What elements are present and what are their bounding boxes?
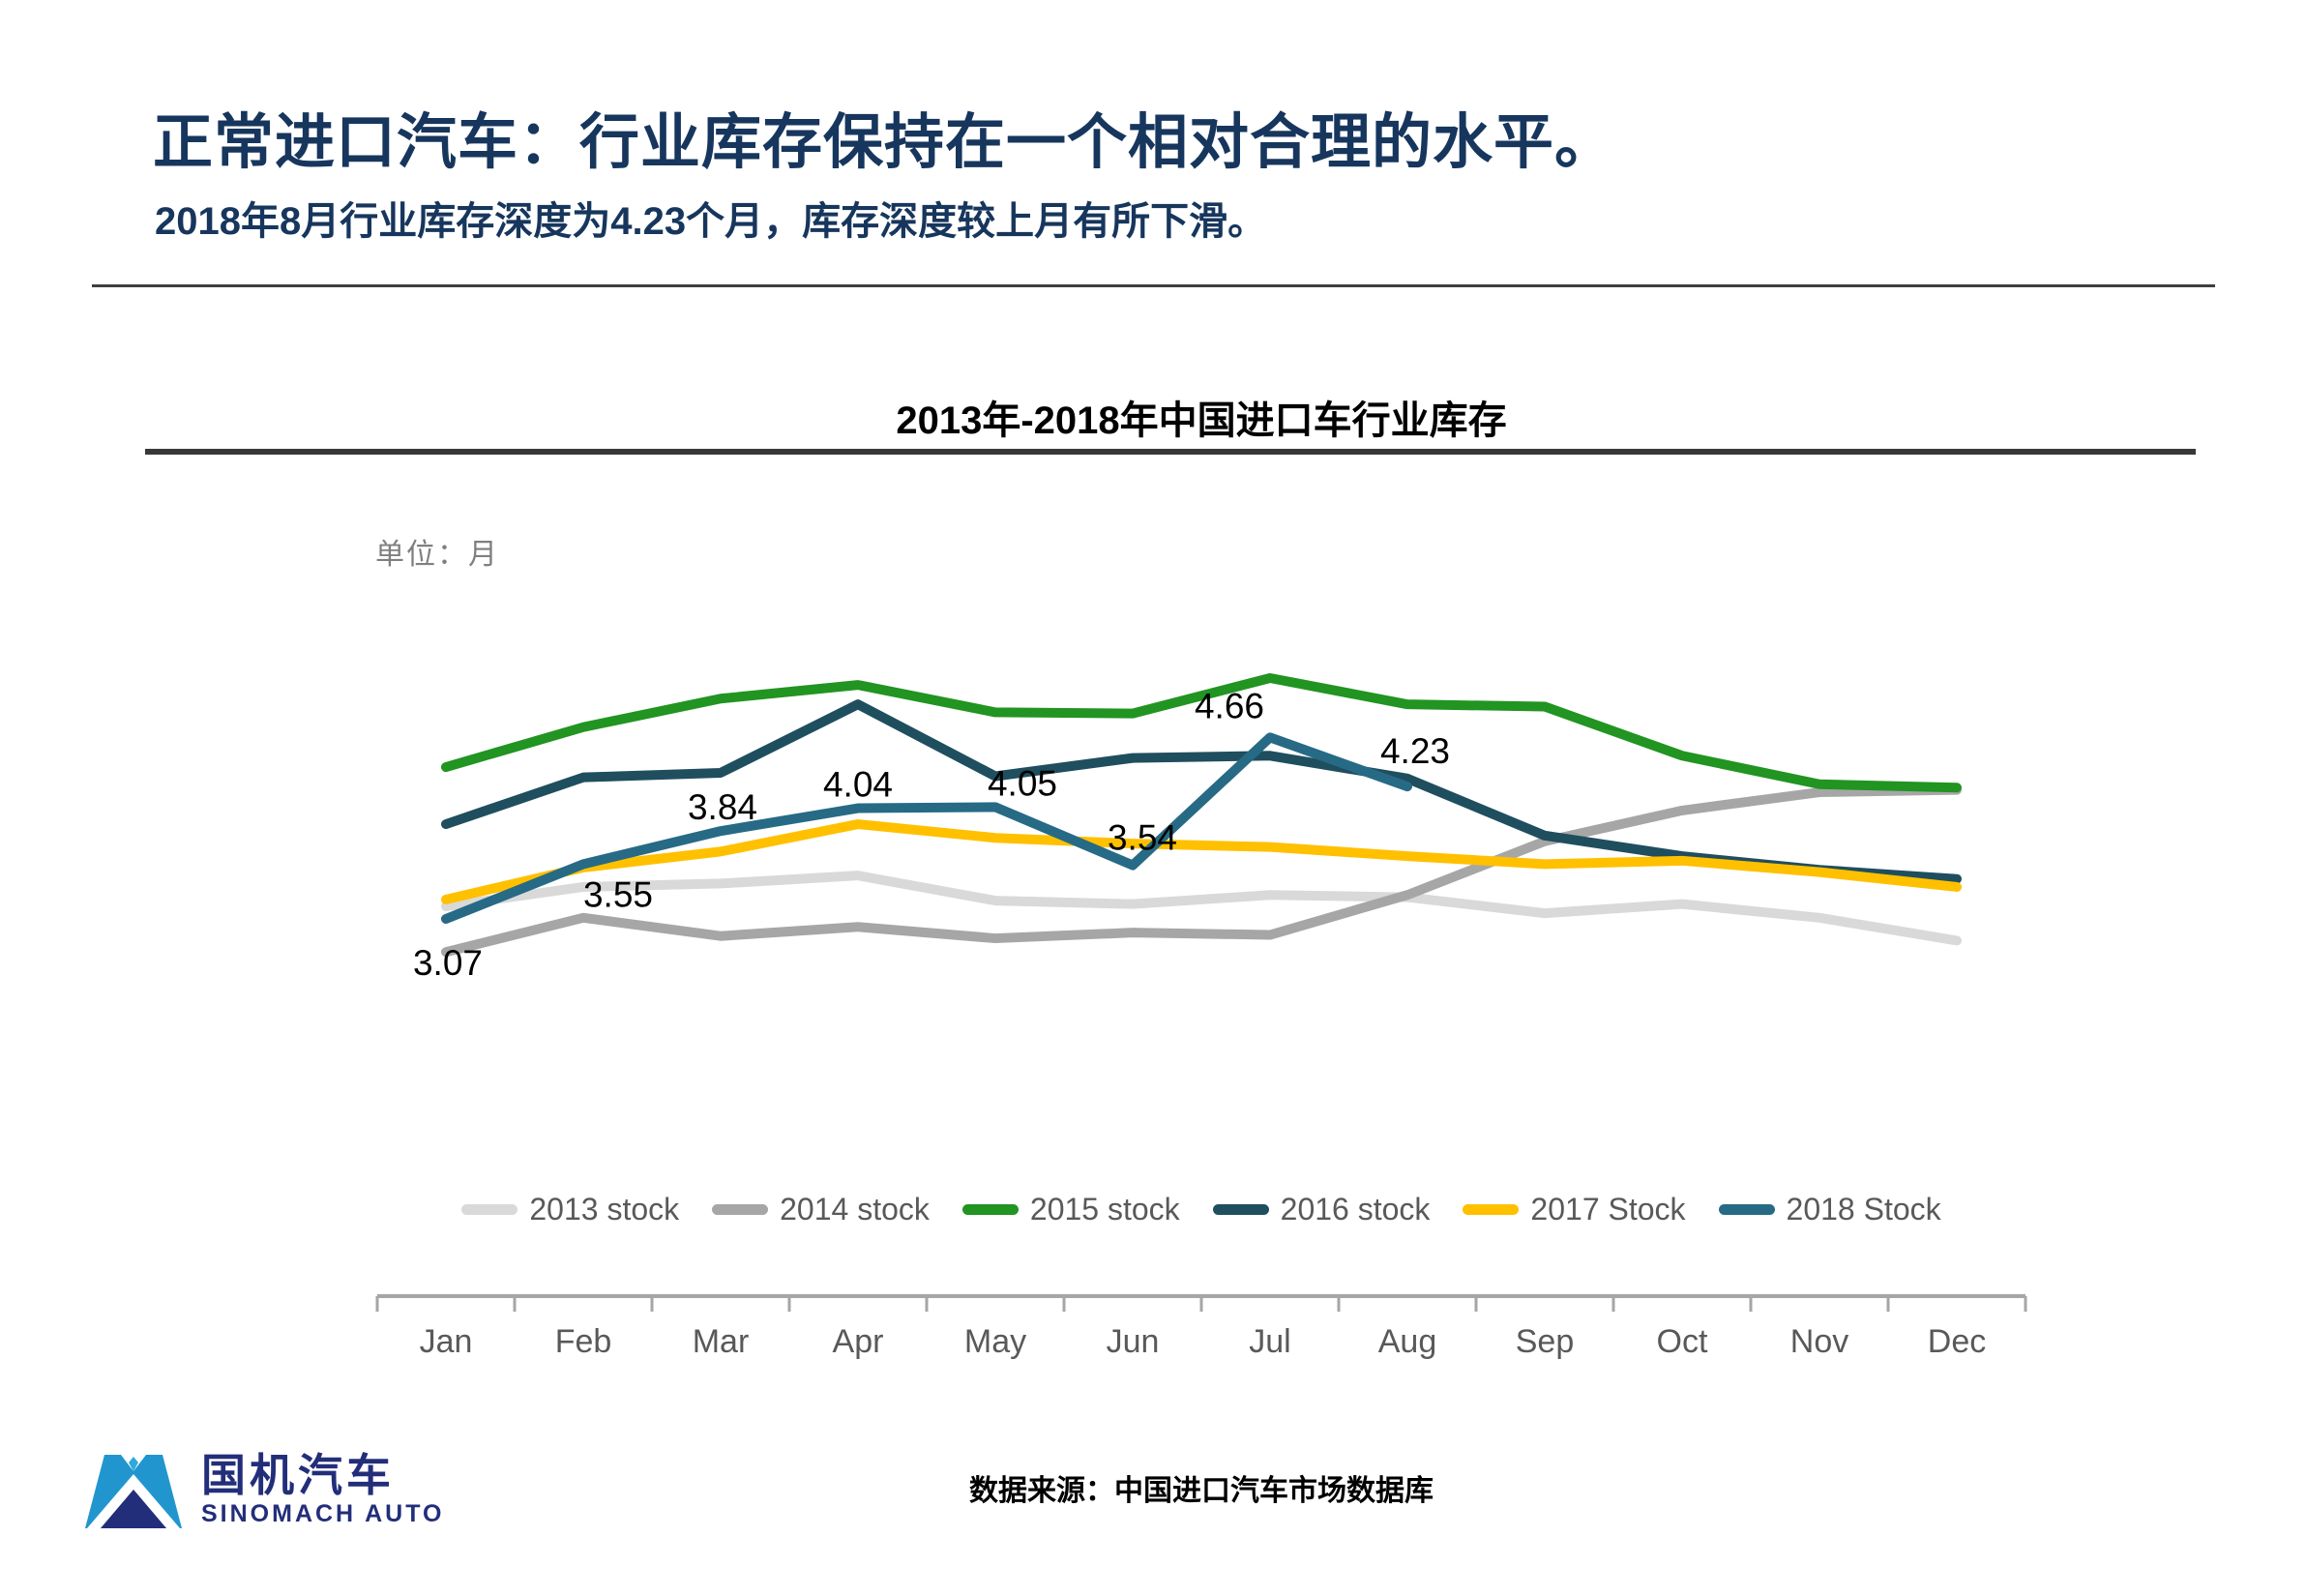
series-line-2014-stock: [441, 784, 1962, 958]
chart-title-underline: [145, 449, 2196, 455]
header-divider: [92, 284, 2215, 287]
chart-title: 2013年-2018年中国进口车行业库存: [896, 399, 1507, 442]
legend-item-2016-stock: 2016 stock: [1212, 1192, 1431, 1227]
legend-label: 2017 Stock: [1530, 1192, 1686, 1227]
series-line-2013-stock: [441, 871, 1962, 946]
legend-label: 2016 stock: [1280, 1192, 1431, 1227]
page-title: 正常进口汽车：行业库存保持在一个相对合理的水平。: [153, 109, 1616, 176]
legend-label: 2013 stock: [529, 1192, 680, 1227]
data-source-label: 数据来源：中国进口汽车市场数据库: [969, 1475, 1434, 1507]
data-label: 4.04: [823, 765, 893, 805]
x-axis-label: Nov: [1790, 1323, 1848, 1360]
series-line-2017-stock: [441, 819, 1962, 904]
series-line-2018-stock: [441, 732, 1412, 924]
legend-label: 2018 Stock: [1786, 1192, 1941, 1227]
x-axis-label: May: [964, 1323, 1026, 1360]
x-axis-label: Dec: [1928, 1323, 1986, 1360]
logo-cn-text: 国机汽车: [201, 1450, 395, 1501]
x-axis-label: Aug: [1378, 1323, 1437, 1360]
data-label: 3.07: [413, 943, 483, 983]
page-subtitle: 2018年8月行业库存深度为4.23个月，库存深度较上月有所下滑。: [155, 200, 1267, 243]
x-axis-label: Sep: [1516, 1323, 1575, 1360]
data-label: 3.84: [688, 787, 757, 827]
legend-swatch: [1463, 1204, 1520, 1215]
x-axis-label: Apr: [833, 1323, 884, 1360]
legend-item-2018-stock: 2018 Stock: [1718, 1192, 1941, 1227]
legend-label: 2014 stock: [780, 1192, 930, 1227]
chart-unit-label: 单位：月: [375, 539, 499, 571]
legend-label: 2015 stock: [1029, 1192, 1180, 1227]
legend-item-2013-stock: 2013 stock: [461, 1192, 679, 1227]
legend-item-2017-stock: 2017 Stock: [1463, 1192, 1686, 1227]
legend-swatch: [1718, 1204, 1775, 1215]
legend-swatch: [961, 1204, 1019, 1215]
data-label: 4.23: [1380, 731, 1450, 771]
legend-swatch: [461, 1204, 518, 1215]
company-logo: 国机汽车 SINOMACH AUTO: [85, 1449, 445, 1530]
x-axis-label: Mar: [693, 1323, 750, 1360]
series-line-2015-stock: [441, 673, 1962, 793]
logo-en-text: SINOMACH AUTO: [201, 1499, 445, 1527]
x-axis-label: Oct: [1657, 1323, 1708, 1360]
sinomach-logo-icon: [85, 1455, 182, 1528]
x-axis-label: Feb: [555, 1323, 612, 1360]
data-label: 3.55: [583, 874, 653, 914]
legend-item-2014-stock: 2014 stock: [712, 1192, 930, 1227]
x-axis-label: Jul: [1249, 1323, 1290, 1360]
data-label: 3.54: [1108, 818, 1177, 858]
x-axis-label: Jan: [420, 1323, 473, 1360]
legend-swatch: [1212, 1204, 1269, 1215]
chart-legend: 2013 stock 2014 stock 2015 stock 2016 stock…: [377, 1192, 2025, 1227]
data-label: 4.05: [988, 763, 1057, 803]
data-label: 4.66: [1195, 686, 1264, 725]
x-axis-label: Jun: [1107, 1323, 1160, 1360]
legend-item-2015-stock: 2015 stock: [961, 1192, 1180, 1227]
legend-swatch: [712, 1204, 769, 1215]
